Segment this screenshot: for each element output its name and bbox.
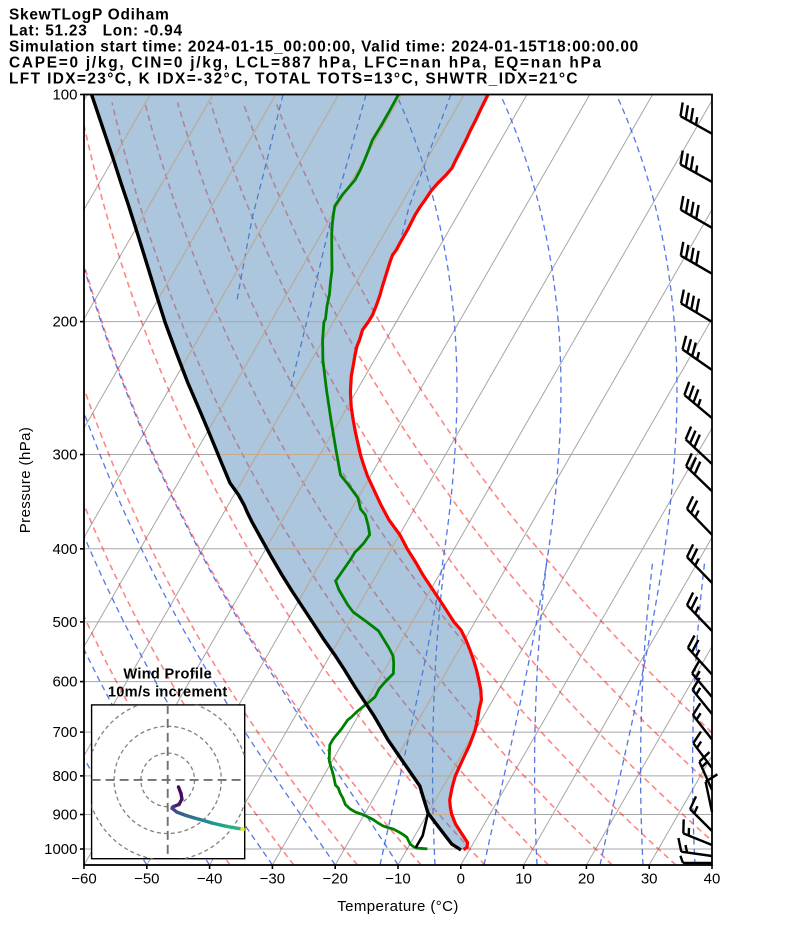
svg-text:900: 900 bbox=[52, 807, 77, 824]
svg-text:300: 300 bbox=[52, 447, 77, 464]
svg-text:30: 30 bbox=[641, 871, 658, 888]
svg-text:400: 400 bbox=[52, 541, 77, 558]
svg-text:1000: 1000 bbox=[44, 841, 77, 858]
svg-text:Pressure (hPa): Pressure (hPa) bbox=[17, 427, 34, 533]
svg-text:Lat: 51.23 Lon: -0.94: Lat: 51.23 Lon: -0.94 bbox=[9, 23, 183, 40]
svg-text:800: 800 bbox=[52, 768, 77, 785]
svg-text:700: 700 bbox=[52, 724, 77, 741]
svg-text:Temperature (°C): Temperature (°C) bbox=[337, 898, 459, 915]
svg-text:40: 40 bbox=[704, 871, 721, 888]
svg-text:CAPE=0 j/kg, CIN=0 j/kg, LCL=8: CAPE=0 j/kg, CIN=0 j/kg, LCL=887 hPa, LF… bbox=[9, 55, 603, 72]
svg-text:SkewTLogP Odiham: SkewTLogP Odiham bbox=[9, 7, 170, 24]
svg-text:−20: −20 bbox=[322, 871, 347, 888]
svg-text:20: 20 bbox=[578, 871, 595, 888]
svg-text:100: 100 bbox=[52, 87, 77, 104]
svg-text:500: 500 bbox=[52, 614, 77, 631]
svg-text:−40: −40 bbox=[197, 871, 222, 888]
svg-text:10: 10 bbox=[515, 871, 532, 888]
svg-text:200: 200 bbox=[52, 314, 77, 331]
svg-text:0: 0 bbox=[457, 871, 465, 888]
svg-text:LFT IDX=23°C, K IDX=-32°C, TOT: LFT IDX=23°C, K IDX=-32°C, TOTAL TOTS=13… bbox=[9, 71, 579, 88]
svg-text:10m/s increment: 10m/s increment bbox=[108, 685, 228, 701]
svg-text:−50: −50 bbox=[134, 871, 159, 888]
svg-text:Wind Profile: Wind Profile bbox=[123, 667, 212, 683]
svg-text:−60: −60 bbox=[71, 871, 96, 888]
svg-text:−10: −10 bbox=[385, 871, 410, 888]
svg-text:Simulation start time: 2024-01: Simulation start time: 2024-01-15_00:00:… bbox=[9, 39, 639, 56]
svg-text:600: 600 bbox=[52, 674, 77, 691]
svg-text:−30: −30 bbox=[260, 871, 285, 888]
